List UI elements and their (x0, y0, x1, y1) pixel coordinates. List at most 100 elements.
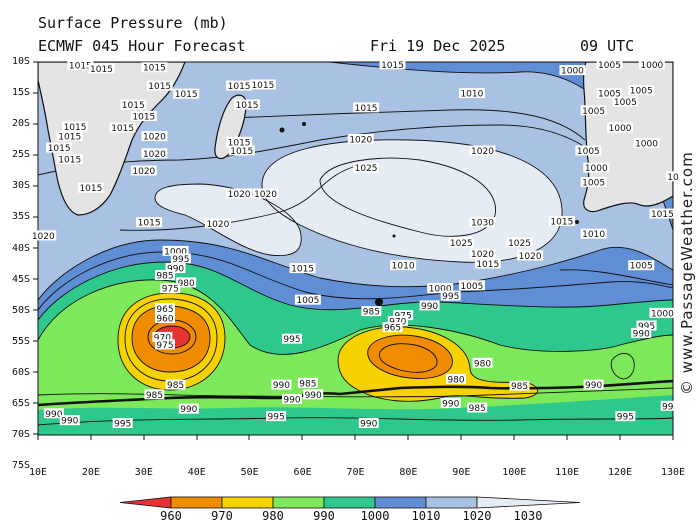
contour-label: 990 (271, 379, 292, 391)
legend-swatch (323, 496, 376, 509)
svg-text:1015: 1015 (138, 219, 161, 229)
contour-label: 1015 (146, 80, 173, 92)
svg-text:985: 985 (511, 382, 528, 392)
svg-text:1020: 1020 (471, 147, 494, 157)
contour-label: 10 (666, 171, 680, 183)
svg-text:1020: 1020 (206, 220, 229, 230)
contour-label: 990 (282, 393, 302, 405)
contour-label: 1005 (612, 96, 639, 108)
lon-label: 50E (240, 467, 259, 478)
svg-text:990: 990 (283, 395, 300, 405)
svg-text:1005: 1005 (630, 262, 653, 272)
model-name: ECMWF 045 Hour Forecast (38, 37, 246, 55)
svg-text:1000: 1000 (635, 139, 658, 149)
contour-label: 995 (440, 290, 461, 302)
contour-label: 1015 (130, 111, 157, 123)
svg-text:990: 990 (305, 391, 322, 401)
lat-label: 25S (12, 149, 31, 161)
svg-text:1025: 1025 (355, 164, 378, 174)
svg-text:975: 975 (156, 341, 173, 351)
lat-ticks (33, 61, 38, 435)
svg-text:1020: 1020 (132, 167, 155, 177)
svg-text:990: 990 (442, 399, 459, 409)
contour-label: 1010 (580, 228, 607, 240)
svg-text:990: 990 (61, 417, 78, 427)
svg-text:1015: 1015 (228, 82, 251, 92)
svg-text:1015: 1015 (58, 156, 81, 166)
contour-label: 1020 (226, 188, 253, 200)
svg-text:1015: 1015 (550, 218, 573, 228)
map-plot-area (38, 62, 673, 435)
lat-label: 35S (12, 211, 31, 223)
contour-label: 1000 (649, 307, 676, 319)
svg-text:1005: 1005 (296, 296, 319, 306)
contour-label: 1020 (347, 133, 374, 145)
forecast-date: Fri 19 Dec 2025 (370, 37, 506, 55)
lon-label: 120E (608, 467, 633, 478)
contour-label: 1015 (173, 88, 200, 100)
contour-label: 1015 (353, 102, 380, 114)
legend-tick-label: 1010 (411, 509, 441, 523)
svg-text:1015: 1015 (69, 61, 92, 71)
contour-label: 990 (59, 415, 80, 427)
contour-label: 990 (358, 418, 379, 430)
contour-label: 1015 (548, 216, 575, 228)
svg-text:1015: 1015 (111, 124, 134, 134)
svg-text:1020: 1020 (349, 135, 372, 145)
contour-label: 1005 (596, 88, 623, 100)
contour-label: 980 (472, 357, 493, 369)
contour-label: 1015 (136, 217, 163, 229)
contour-label: 995 (112, 418, 133, 430)
lon-label: 130E (660, 467, 686, 478)
svg-text:1030: 1030 (471, 219, 494, 229)
contour-label: 1015 (120, 99, 147, 111)
contour-label: 985 (509, 380, 530, 392)
contour-label: 985 (155, 269, 175, 281)
contour-label: 1020 (141, 131, 168, 143)
lat-label: 75S (12, 460, 31, 472)
contour-label: 990 (303, 389, 324, 401)
contour-label: 1020 (252, 188, 279, 200)
lon-label: 80E (399, 467, 418, 478)
svg-text:1020: 1020 (519, 252, 542, 262)
contour-label: 1020 (30, 230, 57, 242)
svg-text:1010: 1010 (392, 262, 415, 272)
contour-label: 980 (446, 373, 467, 385)
legend-swatch (476, 496, 581, 509)
svg-text:1005: 1005 (582, 107, 605, 117)
legend-tick-label: 960 (160, 509, 182, 523)
contour-label: 980 (176, 277, 197, 289)
contour-label: 1005 (580, 105, 607, 117)
contour-label: 990 (43, 408, 64, 420)
svg-text:1000: 1000 (164, 247, 187, 257)
svg-text:985: 985 (299, 379, 316, 389)
contour-label: 990 (419, 300, 440, 312)
lat-label: 45S (12, 273, 31, 285)
svg-text:1015: 1015 (143, 64, 166, 74)
map-title: Surface Pressure (mb) (38, 14, 228, 32)
lat-label: 70S (12, 429, 31, 440)
svg-text:1015: 1015 (291, 265, 314, 275)
svg-text:980: 980 (474, 359, 491, 369)
svg-text:1015: 1015 (175, 90, 198, 100)
svg-text:970: 970 (154, 333, 171, 343)
contour-label: 1015 (46, 142, 73, 154)
contour-label: 1025 (353, 162, 380, 174)
svg-text:1015: 1015 (476, 260, 499, 270)
lat-label: 15S (12, 87, 31, 99)
svg-text:995: 995 (442, 292, 459, 302)
svg-text:990: 990 (167, 265, 184, 275)
legend-colorbar (119, 496, 581, 509)
contour-label: 985 (144, 389, 165, 401)
contour-label: 1000 (633, 137, 660, 149)
contour-label: 1015 (56, 154, 83, 166)
svg-text:1005: 1005 (460, 282, 483, 292)
svg-text:995: 995 (638, 322, 655, 332)
svg-text:1005: 1005 (630, 87, 653, 97)
forecast-time: 09 UTC (580, 37, 635, 55)
svg-text:965: 965 (384, 324, 401, 334)
svg-text:995: 995 (268, 413, 285, 423)
svg-text:1015: 1015 (228, 138, 251, 148)
